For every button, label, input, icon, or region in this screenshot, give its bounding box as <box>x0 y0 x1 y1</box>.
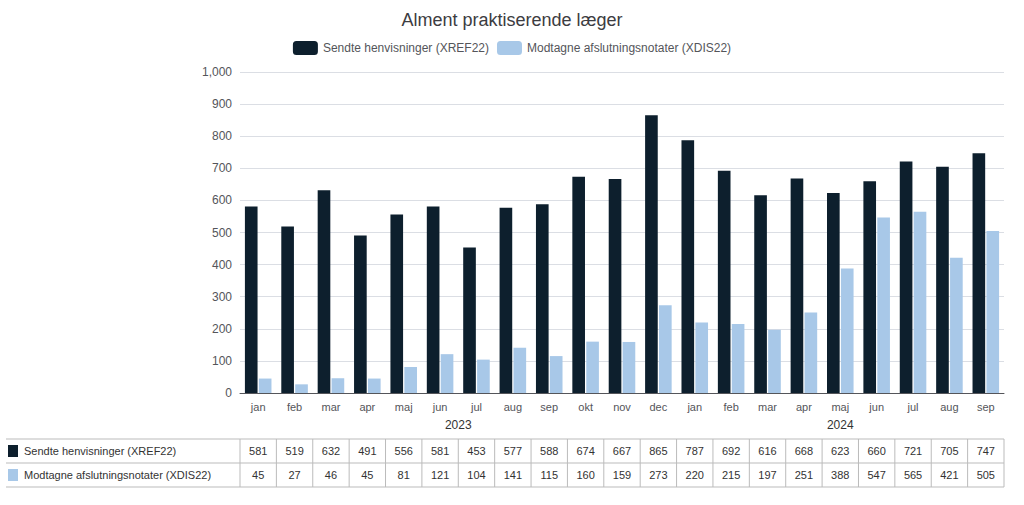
svg-text:705: 705 <box>940 445 958 457</box>
svg-text:Modtagne afslutningsnotater (X: Modtagne afslutningsnotater (XDIS22) <box>527 41 731 55</box>
svg-text:674: 674 <box>576 445 594 457</box>
svg-text:800: 800 <box>212 129 232 143</box>
svg-text:547: 547 <box>867 469 885 481</box>
svg-text:Sendte henvisninger (XREF22): Sendte henvisninger (XREF22) <box>323 41 489 55</box>
svg-text:388: 388 <box>831 469 849 481</box>
svg-text:mar: mar <box>321 401 340 413</box>
svg-text:421: 421 <box>940 469 958 481</box>
svg-text:jul: jul <box>907 401 919 413</box>
svg-text:721: 721 <box>904 445 922 457</box>
svg-text:215: 215 <box>722 469 740 481</box>
svg-text:81: 81 <box>398 469 410 481</box>
svg-text:sep: sep <box>540 401 558 413</box>
svg-text:400: 400 <box>212 258 232 272</box>
svg-text:104: 104 <box>467 469 485 481</box>
svg-text:aug: aug <box>940 401 958 413</box>
svg-text:121: 121 <box>431 469 449 481</box>
svg-text:581: 581 <box>249 445 267 457</box>
svg-text:feb: feb <box>287 401 302 413</box>
svg-text:692: 692 <box>722 445 740 457</box>
svg-text:900: 900 <box>212 97 232 111</box>
svg-text:500: 500 <box>212 226 232 240</box>
svg-text:273: 273 <box>649 469 667 481</box>
svg-text:maj: maj <box>395 401 413 413</box>
svg-text:632: 632 <box>322 445 340 457</box>
svg-text:197: 197 <box>758 469 776 481</box>
svg-text:623: 623 <box>831 445 849 457</box>
svg-text:747: 747 <box>977 445 995 457</box>
svg-text:519: 519 <box>285 445 303 457</box>
svg-text:200: 200 <box>212 322 232 336</box>
svg-text:0: 0 <box>225 386 232 400</box>
svg-text:jun: jun <box>432 401 448 413</box>
svg-text:100: 100 <box>212 354 232 368</box>
svg-text:Alment praktiserende læger: Alment praktiserende læger <box>401 10 622 30</box>
svg-text:2024: 2024 <box>827 418 854 432</box>
svg-text:865: 865 <box>649 445 667 457</box>
svg-text:45: 45 <box>252 469 264 481</box>
svg-text:700: 700 <box>212 161 232 175</box>
svg-text:160: 160 <box>576 469 594 481</box>
svg-text:787: 787 <box>686 445 704 457</box>
svg-text:668: 668 <box>795 445 813 457</box>
svg-text:okt: okt <box>578 401 593 413</box>
svg-text:453: 453 <box>467 445 485 457</box>
svg-text:maj: maj <box>831 401 849 413</box>
svg-text:581: 581 <box>431 445 449 457</box>
svg-text:556: 556 <box>395 445 413 457</box>
svg-text:aug: aug <box>504 401 522 413</box>
svg-text:588: 588 <box>540 445 558 457</box>
svg-text:616: 616 <box>758 445 776 457</box>
svg-text:2023: 2023 <box>445 418 472 432</box>
svg-text:46: 46 <box>325 469 337 481</box>
svg-text:491: 491 <box>358 445 376 457</box>
svg-text:141: 141 <box>504 469 522 481</box>
svg-text:115: 115 <box>540 469 558 481</box>
svg-text:667: 667 <box>613 445 631 457</box>
svg-text:dec: dec <box>650 401 668 413</box>
svg-text:565: 565 <box>904 469 922 481</box>
svg-text:300: 300 <box>212 290 232 304</box>
svg-text:27: 27 <box>288 469 300 481</box>
svg-text:apr: apr <box>359 401 375 413</box>
svg-text:jan: jan <box>250 401 266 413</box>
svg-text:505: 505 <box>977 469 995 481</box>
svg-text:jun: jun <box>868 401 884 413</box>
svg-text:251: 251 <box>795 469 813 481</box>
svg-text:Modtagne afslutningsnotater (X: Modtagne afslutningsnotater (XDIS22) <box>24 469 211 481</box>
svg-text:Sendte henvisninger (XREF22): Sendte henvisninger (XREF22) <box>24 445 176 457</box>
svg-text:600: 600 <box>212 193 232 207</box>
svg-text:apr: apr <box>796 401 812 413</box>
svg-text:577: 577 <box>504 445 522 457</box>
svg-text:sep: sep <box>977 401 995 413</box>
svg-text:220: 220 <box>686 469 704 481</box>
svg-text:1,000: 1,000 <box>202 65 232 79</box>
svg-text:159: 159 <box>613 469 631 481</box>
svg-text:660: 660 <box>867 445 885 457</box>
svg-text:45: 45 <box>361 469 373 481</box>
svg-text:feb: feb <box>723 401 738 413</box>
svg-text:mar: mar <box>758 401 777 413</box>
svg-text:jan: jan <box>686 401 702 413</box>
svg-text:jul: jul <box>470 401 482 413</box>
svg-text:nov: nov <box>613 401 631 413</box>
